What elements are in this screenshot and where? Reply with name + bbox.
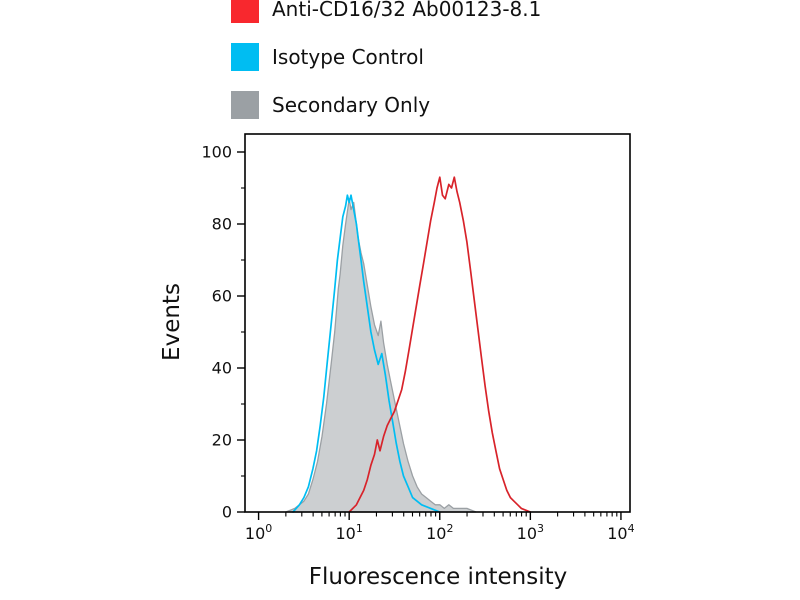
legend-swatch-gray [231,91,259,119]
legend-item-secondary-only: Secondary Only [231,91,541,119]
x-tick-label: 101 [335,522,362,543]
y-tick-label: 100 [201,143,232,162]
y-axis-label: Events [159,283,185,361]
legend-swatch-red [231,0,259,23]
legend-label: Secondary Only [272,93,431,117]
x-tick-label: 104 [607,522,634,543]
y-tick-label: 80 [212,215,232,234]
x-tick-label: 102 [426,522,453,543]
y-tick-label: 0 [222,503,232,522]
x-tick-label: 100 [245,522,272,543]
legend-item-anti-cd16-32: Anti-CD16/32 Ab00123-8.1 [231,0,541,23]
y-tick-label: 20 [212,431,232,450]
y-tick-label: 60 [212,287,232,306]
y-tick-label: 40 [212,359,232,378]
legend-label: Isotype Control [272,45,424,69]
legend-swatch-cyan [231,43,259,71]
legend-label: Anti-CD16/32 Ab00123-8.1 [272,0,542,21]
x-tick-label: 103 [517,522,544,543]
legend-item-isotype-control: Isotype Control [231,43,541,71]
x-axis-label: Fluorescence intensity [308,564,568,590]
legend: Anti-CD16/32 Ab00123-8.1 Isotype Control… [231,0,541,119]
